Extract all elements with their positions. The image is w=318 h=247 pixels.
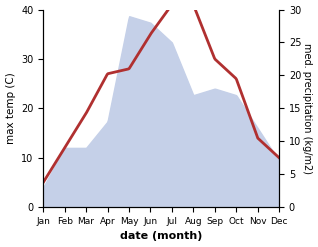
Y-axis label: max temp (C): max temp (C) [5,72,16,144]
Y-axis label: med. precipitation (kg/m2): med. precipitation (kg/m2) [302,43,313,174]
X-axis label: date (month): date (month) [120,231,202,242]
